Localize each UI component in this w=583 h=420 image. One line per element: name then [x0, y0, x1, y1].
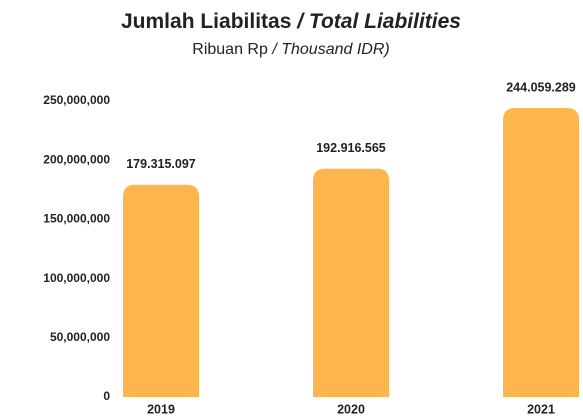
- bar: [313, 168, 389, 397]
- chart-title: Jumlah Liabilitas / Total Liabilities: [121, 10, 461, 33]
- y-tick-label: 0: [103, 389, 110, 403]
- y-tick-label: 50,000,000: [50, 330, 110, 344]
- title-part: / Total Liabilities: [296, 10, 461, 33]
- y-tick-label: 200,000,000: [43, 152, 110, 166]
- title-part: Jumlah Liabilitas: [121, 10, 291, 33]
- x-tick-label: 2021: [527, 402, 555, 416]
- subtitle-part: / Thousand IDR): [271, 41, 389, 58]
- y-tick-label: 100,000,000: [43, 271, 110, 285]
- y-tick-label: 150,000,000: [43, 212, 110, 226]
- subtitle-part: Ribuan Rp: [192, 41, 268, 58]
- chart-subtitle: Ribuan Rp / Thousand IDR): [192, 41, 389, 58]
- value-label: 179.315.097: [126, 157, 196, 171]
- y-tick-label: 250,000,000: [43, 93, 110, 107]
- x-tick-label: 2019: [147, 402, 175, 416]
- value-label: 192.916.565: [316, 141, 386, 155]
- bar: [503, 108, 579, 397]
- x-tick-label: 2020: [337, 402, 365, 416]
- bar: [123, 184, 199, 397]
- value-label: 244.059.289: [506, 80, 576, 94]
